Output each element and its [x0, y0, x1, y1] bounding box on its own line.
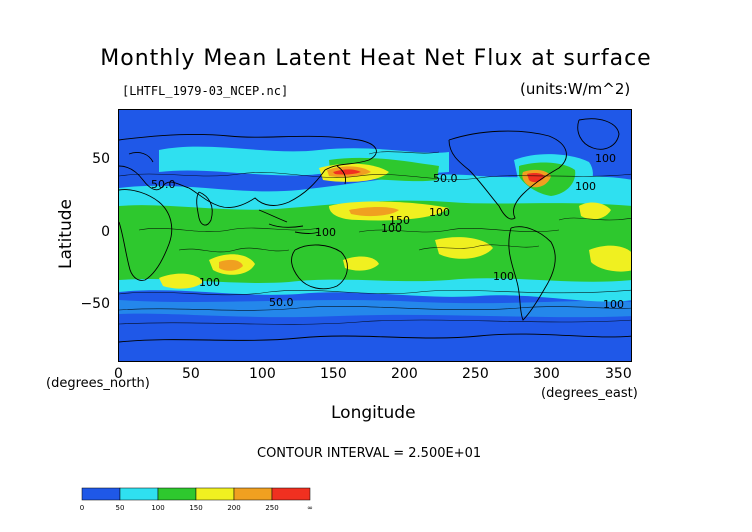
contour-interval-label: CONTOUR INTERVAL = 2.500E+01 [257, 446, 482, 461]
colorbar-label: 50 [116, 504, 125, 512]
contour-label: 100 [595, 152, 616, 165]
y-tick-label: 50 [92, 151, 110, 167]
x-tick-label: 200 [391, 366, 418, 382]
y-axis-unit: (degrees_north) [46, 376, 150, 391]
plot-title: Monthly Mean Latent Heat Net Flux at sur… [100, 46, 652, 71]
x-tick-label: 50 [182, 366, 200, 382]
contour-label: 100 [603, 298, 624, 311]
flux-map-canvas [119, 110, 631, 361]
x-tick-label: 150 [320, 366, 347, 382]
y-axis-title: Latitude [56, 199, 76, 269]
dataset-filename: [LHTFL_1979-03_NCEP.nc] [122, 84, 289, 98]
contour-label: 50.0 [151, 178, 176, 191]
colorbar-segment [195, 487, 235, 501]
colorbar-label: 250 [265, 504, 278, 512]
x-axis-title: Longitude [331, 403, 416, 423]
units-label: (units:W/m^2) [520, 80, 631, 98]
x-tick-label: 350 [605, 366, 632, 382]
contour-label: 100 [199, 276, 220, 289]
x-tick-label: 100 [249, 366, 276, 382]
x-tick-label: 300 [533, 366, 560, 382]
y-tick-label: −50 [80, 296, 110, 312]
colorbar-segment [157, 487, 197, 501]
x-tick-label: 250 [462, 366, 489, 382]
x-tick-label: 0 [114, 366, 123, 382]
x-axis-unit: (degrees_east) [541, 386, 638, 401]
colorbar: 0 50 100 150 200 250 ∞ [80, 487, 313, 512]
contour-label: 100 [493, 270, 514, 283]
contour-label: 50.0 [433, 172, 458, 185]
contour-label: 100 [575, 180, 596, 193]
contour-label: 100 [381, 222, 402, 235]
colorbar-segment [271, 487, 311, 501]
contour-label: 100 [315, 226, 336, 239]
y-tick-label: 0 [101, 224, 110, 240]
contour-label: 100 [429, 206, 450, 219]
contour-label: 150 [389, 214, 410, 227]
flux-map: 100 50.0 100 150 100 100 50.0 100 50.0 1… [118, 109, 632, 362]
colorbar-label: 150 [189, 504, 202, 512]
colorbar-label: 0 [80, 504, 84, 512]
colorbar-label: 200 [227, 504, 240, 512]
contour-label: 50.0 [269, 296, 294, 309]
colorbar-segment [81, 487, 121, 501]
colorbar-segment [233, 487, 273, 501]
colorbar-segment [119, 487, 159, 501]
colorbar-label: ∞ [307, 504, 313, 512]
colorbar-label: 100 [151, 504, 164, 512]
